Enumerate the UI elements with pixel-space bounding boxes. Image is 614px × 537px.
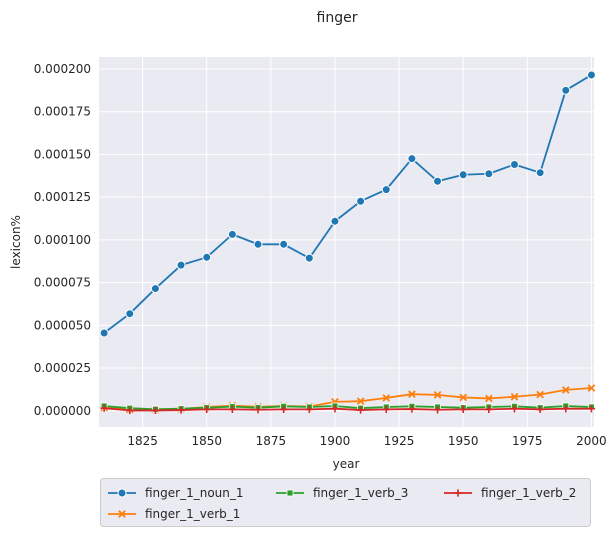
data-point	[587, 405, 596, 413]
data-point	[535, 168, 545, 178]
data-point	[125, 309, 135, 319]
data-point	[407, 154, 417, 164]
x-axis-ticks: 1825 1850 1875 1900 1925 1950 1975 2000	[127, 434, 606, 448]
data-point	[408, 405, 416, 413]
y-tick-label: 0.000000	[34, 404, 91, 418]
y-tick-label: 0.000150	[34, 147, 91, 161]
y-tick-label: 0.000175	[34, 105, 91, 119]
data-point	[381, 185, 391, 195]
data-point	[227, 229, 237, 239]
data-point	[485, 394, 493, 403]
grid-lines	[99, 57, 594, 427]
data-point	[536, 390, 544, 399]
data-point	[382, 405, 390, 413]
data-point	[279, 239, 289, 249]
x-axis-label: year	[333, 457, 360, 471]
data-point	[254, 406, 262, 414]
data-point	[151, 406, 160, 415]
data-point	[510, 405, 519, 413]
data-point	[458, 170, 468, 180]
data-point	[286, 489, 294, 497]
legend-label: finger_1_noun_1	[145, 486, 244, 500]
data-point	[356, 397, 365, 406]
data-point	[587, 384, 596, 392]
data-point	[304, 253, 314, 263]
data-point	[382, 394, 391, 402]
x-tick-label: 1825	[127, 434, 158, 448]
data-point	[253, 239, 263, 249]
data-point	[305, 405, 313, 413]
series-line	[104, 407, 592, 412]
series-finger_1_noun_1	[99, 70, 596, 338]
data-point	[459, 405, 467, 413]
data-point	[536, 405, 544, 413]
data-point	[459, 393, 468, 402]
data-point	[510, 392, 519, 401]
data-point	[433, 406, 442, 414]
legend: finger_1_noun_1 finger_1_verb_1 finger_1_v…	[100, 478, 591, 527]
data-point	[203, 405, 211, 413]
data-point	[177, 406, 185, 414]
y-tick-label: 0.000100	[34, 233, 91, 247]
y-tick-label: 0.000125	[34, 190, 91, 204]
data-point	[454, 489, 462, 497]
y-tick-label: 0.000025	[34, 361, 91, 375]
series-line	[104, 405, 592, 411]
x-tick-label: 1950	[448, 434, 479, 448]
data-point	[561, 85, 571, 95]
data-point	[562, 405, 570, 413]
data-point	[484, 169, 494, 179]
series-group	[99, 70, 596, 415]
legend-label: finger_1_verb_2	[481, 486, 576, 500]
x-tick-label: 1975	[512, 434, 543, 448]
data-point	[561, 386, 570, 394]
legend-item-finger_1_verb_3: finger_1_verb_3	[276, 486, 408, 500]
x-tick-label: 1925	[384, 434, 415, 448]
y-tick-label: 0.000075	[34, 276, 91, 290]
data-point	[357, 406, 365, 414]
data-point	[509, 159, 519, 169]
legend-label: finger_1_verb_3	[313, 486, 408, 500]
legend-label: finger_1_verb_1	[145, 507, 240, 521]
y-tick-label: 0.000200	[34, 62, 91, 76]
data-point	[433, 176, 443, 186]
plot-background	[99, 57, 594, 427]
data-point	[150, 284, 160, 294]
x-tick-label: 1850	[191, 434, 222, 448]
data-point	[126, 406, 134, 415]
x-tick-label: 2000	[576, 434, 607, 448]
data-point	[408, 390, 416, 399]
data-point	[118, 510, 126, 518]
x-tick-label: 1875	[256, 434, 287, 448]
data-point	[228, 405, 236, 413]
y-axis-label: lexicon%	[9, 215, 23, 269]
y-axis-ticks: 0.000000 0.000025 0.000050 0.000075 0.000100…	[34, 62, 91, 418]
data-point	[280, 405, 288, 413]
chart-title: finger	[317, 10, 358, 26]
x-tick-label: 1900	[320, 434, 351, 448]
data-point	[330, 216, 340, 226]
data-point	[586, 70, 596, 80]
data-point	[176, 260, 186, 270]
legend-item-finger_1_verb_1: finger_1_verb_1	[108, 507, 240, 521]
data-point	[202, 252, 212, 262]
legend-item-finger_1_noun_1: finger_1_noun_1	[108, 486, 244, 500]
data-point	[99, 328, 109, 338]
data-point	[331, 405, 339, 413]
data-point	[485, 405, 493, 413]
data-point	[356, 196, 366, 206]
y-tick-label: 0.000050	[34, 318, 91, 332]
data-point	[117, 488, 127, 498]
data-point	[100, 404, 108, 412]
series-finger_1_verb_2	[100, 404, 596, 415]
legend-frame	[100, 478, 591, 527]
data-point	[433, 391, 442, 399]
legend-item-finger_1_verb_2: finger_1_verb_2	[444, 486, 576, 500]
